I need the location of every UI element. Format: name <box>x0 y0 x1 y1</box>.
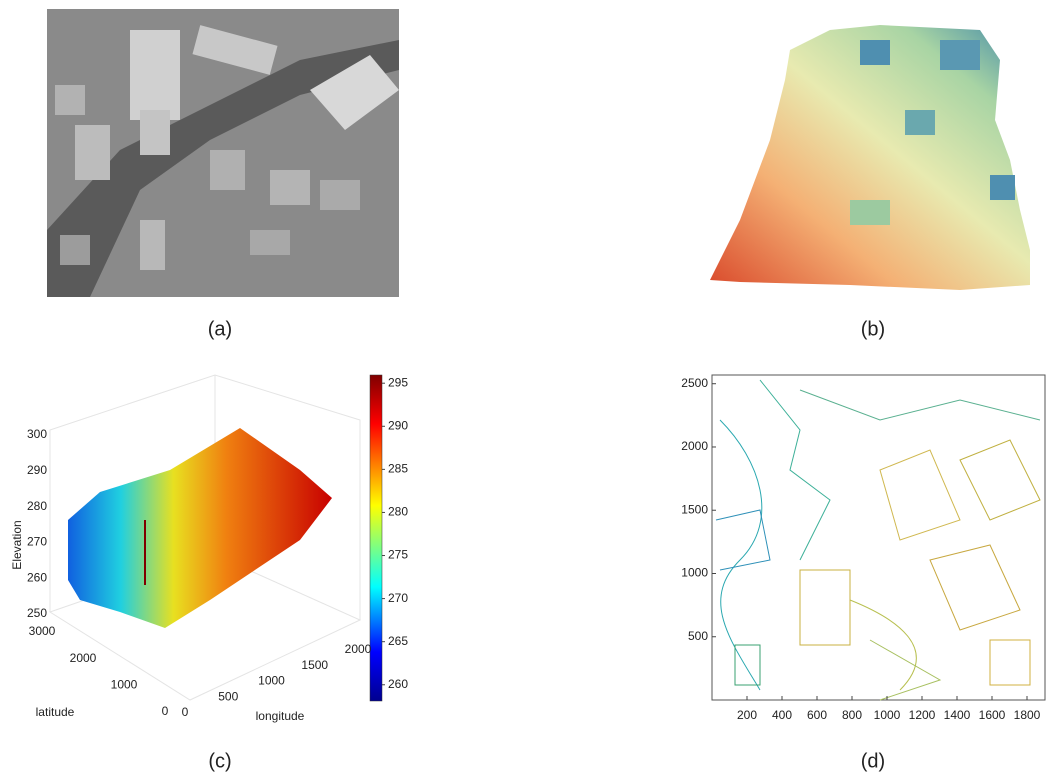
tick-label: 1600 <box>979 708 1006 722</box>
tick-label: 290 <box>388 418 408 432</box>
tick-label: 200 <box>737 708 757 722</box>
tick-label: 800 <box>842 708 862 722</box>
tick-label: 250 <box>27 606 47 620</box>
tick-label: 285 <box>388 462 408 476</box>
tick-label: 3000 <box>29 624 56 638</box>
tick-label: 1000 <box>258 674 285 688</box>
tick-label: 260 <box>27 570 47 584</box>
tick-label: 2500 <box>681 376 708 390</box>
tick-label: 2000 <box>345 642 372 656</box>
tick-label: 2000 <box>681 439 708 453</box>
image-a <box>47 9 399 297</box>
tick-label: 280 <box>388 505 408 519</box>
tick-label: 270 <box>388 591 408 605</box>
tick-label: 295 <box>388 375 408 389</box>
tick-label: 290 <box>27 463 47 477</box>
tick-label: 270 <box>27 535 47 549</box>
tick-label: 275 <box>388 548 408 562</box>
tick-label: 600 <box>807 708 827 722</box>
tick-label: 1800 <box>1014 708 1041 722</box>
x-axis-label: longitude <box>256 709 305 723</box>
tick-label: 300 <box>27 427 47 441</box>
tick-label: 280 <box>27 499 47 513</box>
tick-label: 500 <box>218 689 238 703</box>
caption: (d) <box>861 750 885 772</box>
plot-d <box>712 375 1045 700</box>
tick-label: 1000 <box>874 708 901 722</box>
tick-label: 2000 <box>70 651 97 665</box>
caption: (c) <box>208 750 231 772</box>
tick-label: 1500 <box>301 658 328 672</box>
tick-label: 1500 <box>681 502 708 516</box>
tick-label: 1200 <box>909 708 936 722</box>
tick-label: 260 <box>388 677 408 691</box>
image-b <box>710 25 1030 290</box>
caption: (a) <box>208 318 232 340</box>
tick-label: 0 <box>182 705 189 719</box>
tick-label: 1400 <box>944 708 971 722</box>
caption: (b) <box>861 318 885 340</box>
tick-label: 400 <box>772 708 792 722</box>
z-axis-label: Elevation <box>10 520 24 569</box>
page: Elevation latitude longitude (a) (b) (c)… <box>0 0 1046 776</box>
tick-label: 0 <box>162 704 169 718</box>
y-axis-label: latitude <box>36 705 75 719</box>
figure: Elevation latitude longitude (a) (b) (c)… <box>0 0 1046 776</box>
tick-label: 265 <box>388 634 408 648</box>
tick-label: 500 <box>688 629 708 643</box>
tick-label: 1000 <box>681 566 708 580</box>
tick-label: 1000 <box>111 678 138 692</box>
